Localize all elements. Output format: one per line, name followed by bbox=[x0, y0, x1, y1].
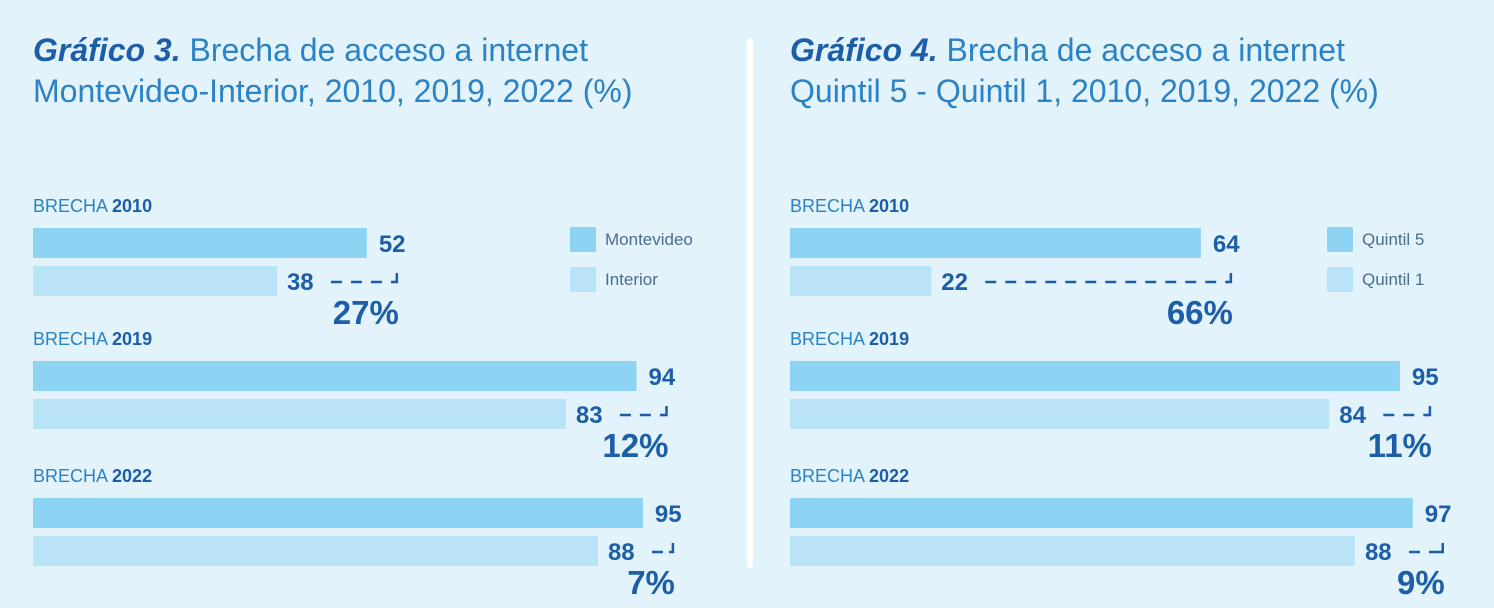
chart-panel-quintiles: Gráfico 4. Brecha de acceso a internet Q… bbox=[790, 0, 1490, 608]
chart-title-line1: Brecha de acceso a internet bbox=[946, 32, 1345, 68]
chart-panel-montevideo-interior: Gráfico 3. Brecha de acceso a internet M… bbox=[33, 0, 733, 608]
gap-label-2019: 11% bbox=[1368, 427, 1432, 464]
legend-swatch-0 bbox=[1327, 227, 1353, 252]
chart-title: Gráfico 4. Brecha de acceso a internet Q… bbox=[790, 30, 1490, 112]
value-label-secondary-2022: 88 bbox=[1365, 539, 1392, 566]
group-label-2019: BRECHA 2019 bbox=[33, 329, 152, 349]
gap-connector-tick-2010 bbox=[392, 273, 399, 284]
group-label-2010: BRECHA 2010 bbox=[790, 196, 909, 216]
chart-title-line2: Montevideo-Interior, 2010, 2019, 2022 (%… bbox=[33, 73, 633, 109]
bar-interior-2022 bbox=[33, 536, 598, 566]
chart-title-line2: Quintil 5 - Quintil 1, 2010, 2019, 2022 … bbox=[790, 73, 1379, 109]
value-label-primary-2010: 52 bbox=[379, 231, 406, 258]
legend-swatch-1 bbox=[570, 267, 596, 292]
value-label-secondary-2019: 84 bbox=[1339, 402, 1366, 429]
legend-label-1: Interior bbox=[605, 270, 658, 289]
gap-connector-tick-2022 bbox=[668, 543, 675, 554]
bar-quintil-5-2022 bbox=[790, 498, 1413, 528]
value-label-primary-2019: 95 bbox=[1412, 364, 1439, 391]
legend-label-1: Quintil 1 bbox=[1362, 270, 1424, 289]
bar-montevideo-2010 bbox=[33, 228, 367, 258]
legend-swatch-1 bbox=[1327, 267, 1353, 292]
gap-label-2010: 66% bbox=[1167, 294, 1233, 331]
legend-label-0: Quintil 5 bbox=[1362, 230, 1424, 249]
value-label-secondary-2019: 83 bbox=[576, 402, 603, 429]
value-label-secondary-2010: 38 bbox=[287, 269, 314, 296]
value-label-secondary-2010: 22 bbox=[941, 269, 968, 296]
value-label-primary-2022: 95 bbox=[655, 501, 682, 528]
gap-label-2010: 27% bbox=[333, 294, 399, 331]
gap-connector-tick-2019 bbox=[662, 406, 668, 417]
chart-title-lead: Gráfico 4. bbox=[790, 32, 938, 68]
bar-interior-2019 bbox=[33, 399, 566, 429]
chart-title-line1: Brecha de acceso a internet bbox=[189, 32, 588, 68]
chart-title-lead: Gráfico 3. bbox=[33, 32, 181, 68]
gap-connector-tick-2022 bbox=[1438, 543, 1444, 554]
group-label-2022: BRECHA 2022 bbox=[33, 466, 152, 486]
value-label-primary-2019: 94 bbox=[648, 364, 675, 391]
value-label-secondary-2022: 88 bbox=[608, 539, 635, 566]
bar-quintil-1-2022 bbox=[790, 536, 1355, 566]
bar-montevideo-2022 bbox=[33, 498, 643, 528]
bar-interior-2010 bbox=[33, 266, 277, 296]
legend-swatch-0 bbox=[570, 227, 596, 252]
bar-montevideo-2019 bbox=[33, 361, 637, 391]
gap-label-2019: 12% bbox=[602, 427, 668, 464]
legend-label-0: Montevideo bbox=[605, 230, 693, 249]
gap-connector-tick-2019 bbox=[1425, 406, 1432, 417]
value-label-primary-2010: 64 bbox=[1213, 231, 1240, 258]
gap-connector-tick-2010 bbox=[1226, 273, 1233, 284]
value-label-primary-2022: 97 bbox=[1425, 501, 1452, 528]
group-label-2010: BRECHA 2010 bbox=[33, 196, 152, 216]
gap-label-2022: 9% bbox=[1397, 564, 1445, 601]
gap-label-2022: 7% bbox=[627, 564, 675, 601]
bar-quintil-1-2010 bbox=[790, 266, 932, 296]
bar-quintil-5-2010 bbox=[790, 228, 1201, 258]
chart-title: Gráfico 3. Brecha de acceso a internet M… bbox=[33, 30, 733, 112]
group-label-2019: BRECHA 2019 bbox=[790, 329, 909, 349]
bar-quintil-5-2019 bbox=[790, 361, 1400, 391]
bar-quintil-1-2019 bbox=[790, 399, 1330, 429]
group-label-2022: BRECHA 2022 bbox=[790, 466, 909, 486]
panel-divider bbox=[747, 38, 753, 568]
